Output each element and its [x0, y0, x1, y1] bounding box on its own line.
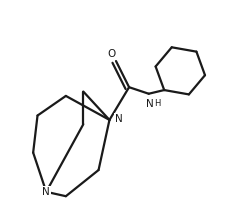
Text: N: N	[42, 187, 50, 197]
Text: O: O	[107, 49, 115, 59]
Text: N: N	[145, 99, 153, 109]
Text: N: N	[114, 114, 122, 124]
Text: H: H	[153, 99, 160, 108]
